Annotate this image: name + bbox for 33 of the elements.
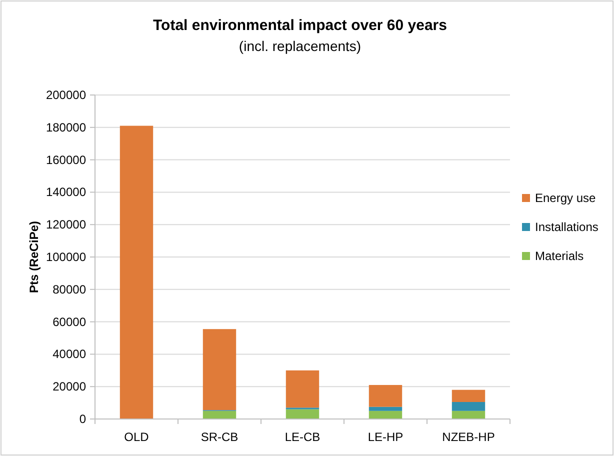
bar	[368, 384, 402, 407]
bar	[452, 410, 486, 419]
y-tick-label: 120000	[46, 218, 86, 232]
chart-title: Total environmental impact over 60 years	[152, 17, 448, 34]
y-tick-label: 100000	[46, 250, 86, 264]
y-tick-label: 160000	[46, 152, 86, 167]
y-tick-label: 40000	[52, 347, 86, 362]
y-axis-title: Pts (ReCiPe)	[27, 220, 41, 294]
bar	[286, 409, 320, 419]
bar	[368, 406, 402, 411]
bar	[452, 402, 486, 411]
legend-label: Energy use	[535, 191, 596, 205]
y-tick-label: 200000	[46, 88, 86, 102]
y-tick-label: 60000	[52, 314, 86, 329]
y-tick-label: 140000	[46, 185, 86, 200]
y-tick-label: 0	[79, 412, 86, 426]
bar	[286, 370, 320, 408]
bar	[202, 329, 236, 410]
x-tick-label: NZEB-HP	[442, 430, 495, 444]
y-tick-label: 80000	[52, 282, 86, 296]
legend-label: Materials	[535, 249, 584, 263]
bar	[202, 410, 236, 419]
y-tick-label: 180000	[46, 120, 86, 134]
x-tick-label: LE-CB	[284, 430, 320, 444]
x-tick-label: LE-HP	[368, 430, 404, 444]
y-tick-label: 20000	[52, 380, 86, 394]
x-tick-label: OLD	[124, 430, 150, 444]
legend-label: Installations	[535, 220, 598, 234]
chart-subtitle: (incl. replacements)	[238, 38, 362, 54]
bar	[452, 390, 486, 402]
x-tick-label: SR-CB	[200, 430, 238, 444]
bar	[368, 410, 402, 419]
bar	[120, 126, 154, 419]
